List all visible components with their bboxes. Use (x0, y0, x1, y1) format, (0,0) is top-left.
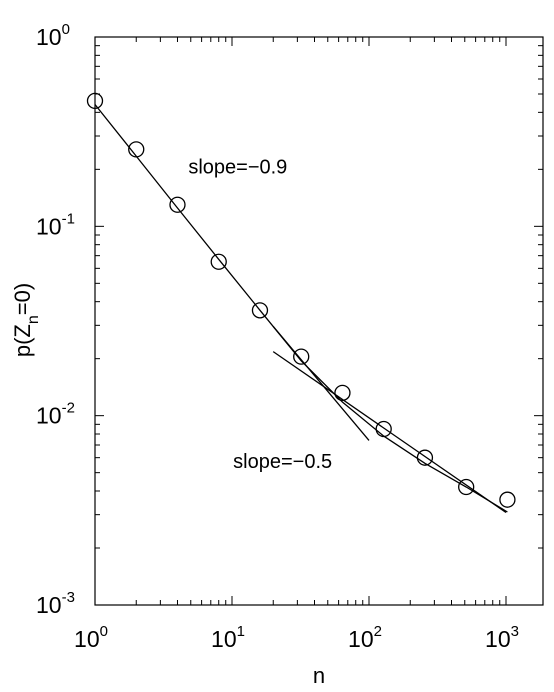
data-point (210, 253, 227, 270)
y-tick-label: 10-3 (36, 589, 75, 618)
slope-line (272, 351, 507, 514)
data-point (251, 302, 269, 319)
slope-line (272, 325, 370, 441)
x-axis-ticks: 100 101 102 103 (74, 37, 519, 652)
slope-annotation: slope=−0.9 (188, 157, 287, 179)
data-point (86, 92, 104, 110)
data-point (458, 478, 475, 496)
slope-annotation: slope=−0.5 (233, 451, 332, 473)
data-point (334, 384, 351, 401)
y-axis-ticks: 100 10-1 10-2 10-3 (36, 21, 543, 618)
x-tick-label: 103 (485, 623, 519, 652)
x-tick-label: 102 (348, 623, 382, 652)
annotation-layer: slope=−0.9 slope=−0.5 (188, 157, 332, 473)
data-point (169, 196, 186, 213)
y-axis-label-main: p(Z (10, 324, 35, 357)
y-axis-label: p(Zn=0) (10, 283, 42, 357)
x-tick-label: 100 (74, 623, 108, 652)
y-axis-label-sub: n (25, 315, 42, 324)
y-tick-label: 10-1 (36, 210, 75, 239)
x-axis-label: n (313, 663, 325, 688)
y-tick-label: 10-2 (36, 400, 75, 429)
plot-area (94, 36, 544, 606)
data-point (499, 491, 516, 508)
data-point (293, 348, 310, 365)
y-tick-label: 100 (36, 21, 70, 50)
plot-frame (94, 36, 544, 606)
x-tick-label: 101 (211, 623, 245, 652)
fit-curve (94, 104, 508, 513)
y-axis-label-tail: =0) (10, 283, 35, 315)
series-layer (86, 92, 516, 514)
